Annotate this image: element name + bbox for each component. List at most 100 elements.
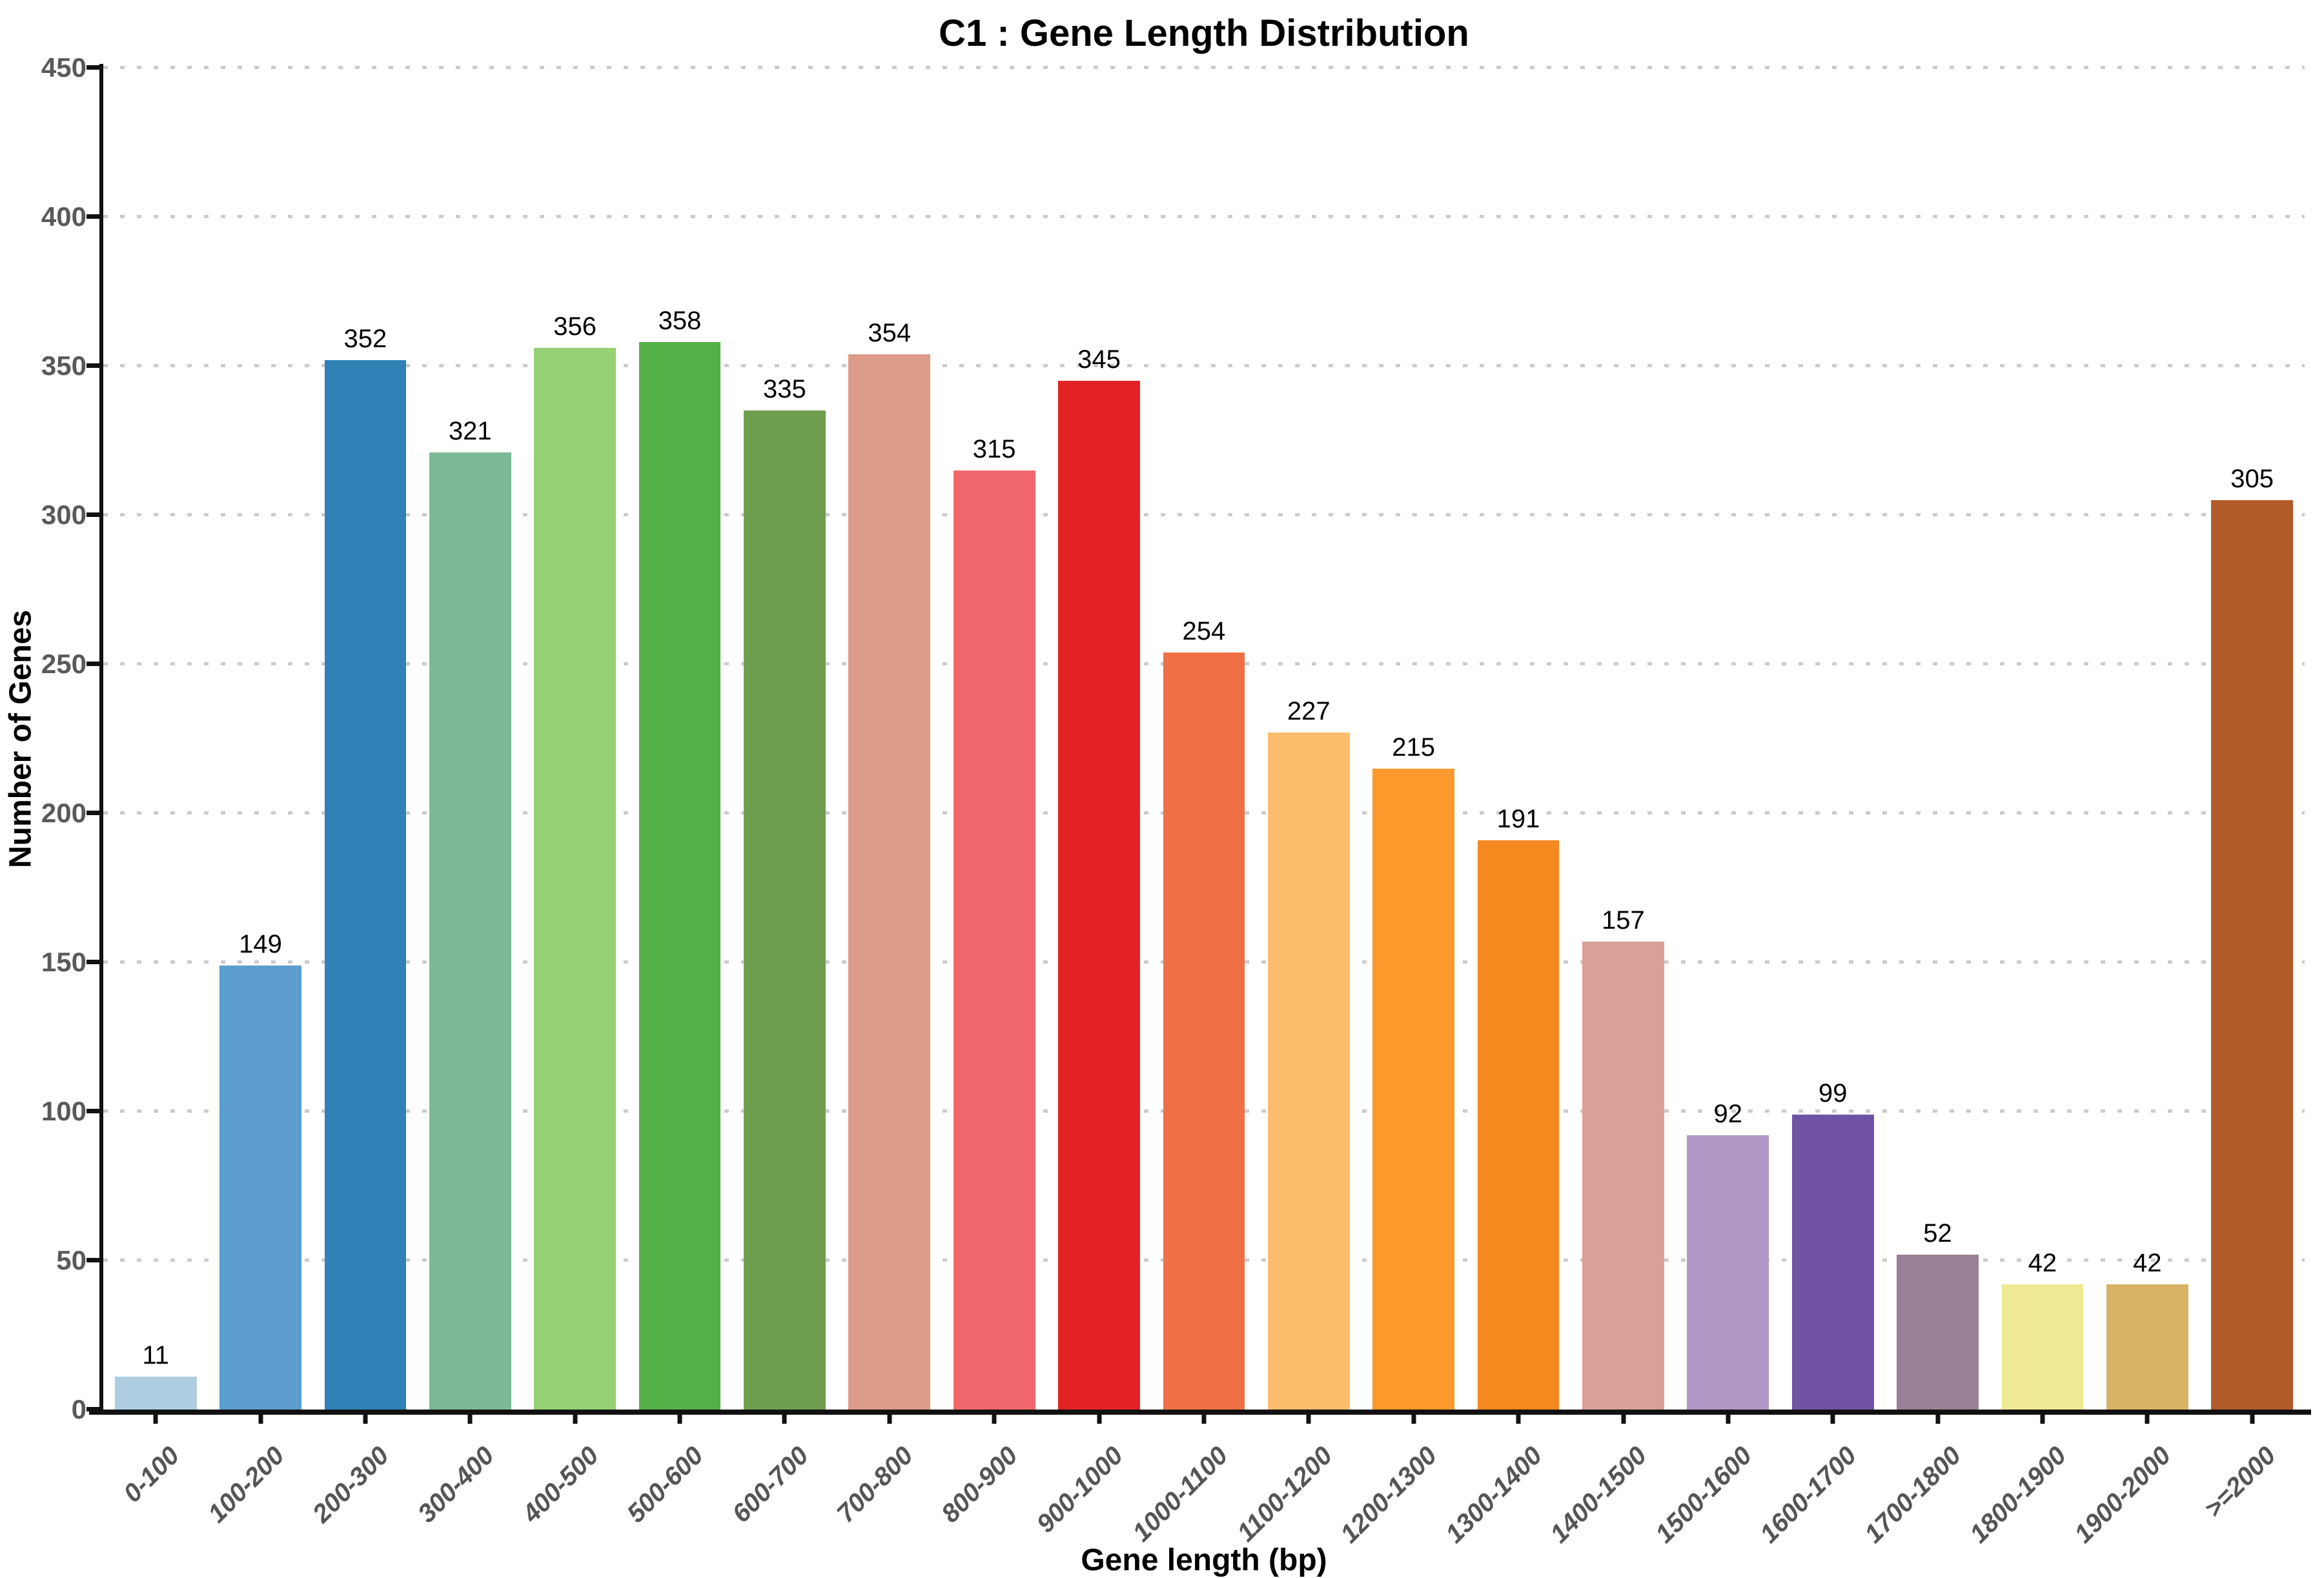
- x-tick-mark: [1830, 1410, 1835, 1424]
- bar-value-label: 157: [1602, 905, 1645, 935]
- x-tick-mark: [1097, 1410, 1102, 1424]
- y-tick-mark: [87, 960, 99, 964]
- y-tick-label: 250: [41, 649, 87, 679]
- bar-1300-1400: 191: [1477, 805, 1560, 1410]
- x-tick-label-1300-1400: 1300-1400: [1440, 1441, 1548, 1549]
- x-tick-mark: [2040, 1410, 2045, 1424]
- x-tick-label-300-400: 300-400: [412, 1441, 500, 1528]
- x-tick-mark: [1411, 1410, 1416, 1424]
- bar-100-200: 149: [219, 930, 301, 1410]
- bar-slot: 315: [942, 68, 1046, 1410]
- gridline-350: [103, 364, 2305, 367]
- bar-200-300: 352: [324, 325, 407, 1410]
- x-tick-label-800-900: 800-900: [936, 1441, 1024, 1528]
- bar-value-label: 191: [1496, 804, 1540, 833]
- bar-slot: 149: [208, 68, 312, 1410]
- x-tick-mark: [1306, 1410, 1311, 1424]
- bar-slot: 42: [1990, 68, 2095, 1410]
- bar-slot: 335: [732, 68, 837, 1410]
- gridline-300: [103, 513, 2305, 516]
- bar-value-label: 335: [763, 375, 806, 404]
- bar-slot: 358: [627, 68, 732, 1410]
- x-tick-mark: [2145, 1410, 2150, 1424]
- x-tick-mark: [363, 1410, 368, 1424]
- bar-1700-1800: 52: [1897, 1219, 1979, 1410]
- bar-slot: 345: [1046, 68, 1151, 1410]
- bar-600-700: 335: [744, 375, 826, 1410]
- bar-400-500: 356: [534, 312, 616, 1410]
- bar-slot: 354: [837, 68, 942, 1410]
- y-tick-label: 50: [56, 1245, 87, 1275]
- bar-1000-1100: 254: [1163, 617, 1245, 1410]
- bar-1600-1700: 99: [1791, 1079, 1874, 1410]
- bar-1100-1200: 227: [1267, 697, 1350, 1410]
- bar-value-label: 215: [1392, 733, 1436, 762]
- bar-1200-1300: 215: [1372, 733, 1454, 1410]
- x-tick-mark: [467, 1410, 473, 1424]
- x-tick-mark: [992, 1410, 997, 1424]
- gridline-400: [103, 215, 2305, 218]
- bar-0-100: 11: [114, 1341, 197, 1410]
- x-tick-label-1700-1800: 1700-1800: [1859, 1441, 1967, 1549]
- bar-slot: 305: [2200, 68, 2305, 1410]
- y-tick-mark: [87, 214, 99, 219]
- x-tick-mark: [887, 1410, 892, 1424]
- bar-value-label: 52: [1923, 1219, 1952, 1248]
- x-tick-label->=2000: >=2000: [2199, 1441, 2281, 1524]
- y-axis-title: Number of Genes: [3, 609, 38, 868]
- bar-slot: 52: [1885, 68, 1990, 1410]
- bar-slot: 321: [418, 68, 522, 1410]
- bar->=2000: 305: [2211, 465, 2293, 1410]
- bar-value-label: 354: [868, 318, 912, 347]
- bar-slot: 42: [2095, 68, 2199, 1410]
- bar-300-400: 321: [429, 417, 511, 1410]
- bar-slot: 92: [1676, 68, 1780, 1410]
- y-tick-mark: [87, 1109, 99, 1113]
- x-tick-label-1000-1100: 1000-1100: [1126, 1441, 1234, 1548]
- y-tick-label: 0: [71, 1394, 87, 1424]
- bar-slot: 227: [1256, 68, 1361, 1410]
- bar-value-label: 11: [142, 1341, 169, 1370]
- x-tick-label-200-300: 200-300: [307, 1441, 395, 1528]
- y-axis-line: [99, 64, 103, 1413]
- bar-slot: 11: [103, 68, 208, 1410]
- bar-value-label: 254: [1182, 616, 1226, 645]
- x-axis-title: Gene length (bp): [1081, 1543, 1327, 1577]
- y-tick-label: 100: [41, 1096, 87, 1126]
- x-tick-label-1100-1200: 1100-1200: [1232, 1441, 1338, 1548]
- bars-layer: 11 149 352 321 356 358 335 354 315 345 254 227 215 19…: [103, 68, 2305, 1410]
- y-tick-label: 350: [41, 350, 87, 381]
- bar-slot: 356: [523, 68, 627, 1410]
- y-tick-mark: [87, 662, 99, 666]
- bar-value-label: 42: [2028, 1248, 2057, 1277]
- bar-700-800: 354: [848, 319, 931, 1410]
- x-tick-mark: [1621, 1410, 1626, 1424]
- x-tick-label-1500-1600: 1500-1600: [1649, 1441, 1758, 1549]
- y-tick-label: 400: [41, 201, 87, 232]
- x-tick-label-1200-1300: 1200-1300: [1335, 1441, 1443, 1549]
- x-tick-label-100-200: 100-200: [202, 1441, 290, 1528]
- plot-area: 11 149 352 321 356 358 335 354 315 345 254 227 215 19…: [4, 52, 2311, 1577]
- bar-500-600: 358: [638, 307, 721, 1410]
- x-tick-label-1400-1500: 1400-1500: [1545, 1441, 1653, 1549]
- bar-value-label: 149: [239, 929, 282, 958]
- x-tick-label-1900-2000: 1900-2000: [2069, 1441, 2177, 1549]
- bar-slot: 99: [1780, 68, 1885, 1410]
- x-tick-mark: [782, 1410, 787, 1424]
- bar-value-label: 321: [448, 416, 492, 445]
- bar-slot: 352: [313, 68, 418, 1410]
- x-tick-label-700-800: 700-800: [831, 1441, 919, 1528]
- y-tick-label: 300: [41, 500, 87, 530]
- bar-value-label: 358: [658, 307, 702, 336]
- bar-1800-1900: 42: [2001, 1249, 2084, 1410]
- x-tick-label-400-500: 400-500: [516, 1441, 604, 1528]
- x-tick-label-1800-1900: 1800-1900: [1964, 1441, 2072, 1549]
- x-tick-label-500-600: 500-600: [622, 1441, 709, 1528]
- x-tick-mark: [1516, 1410, 1521, 1424]
- y-tick-mark: [87, 1258, 99, 1262]
- y-tick-label: 450: [41, 52, 87, 83]
- x-tick-mark: [677, 1410, 682, 1424]
- x-tick-label-900-1000: 900-1000: [1031, 1441, 1128, 1539]
- bar-value-label: 356: [553, 312, 597, 341]
- x-tick-label-600-700: 600-700: [726, 1441, 814, 1528]
